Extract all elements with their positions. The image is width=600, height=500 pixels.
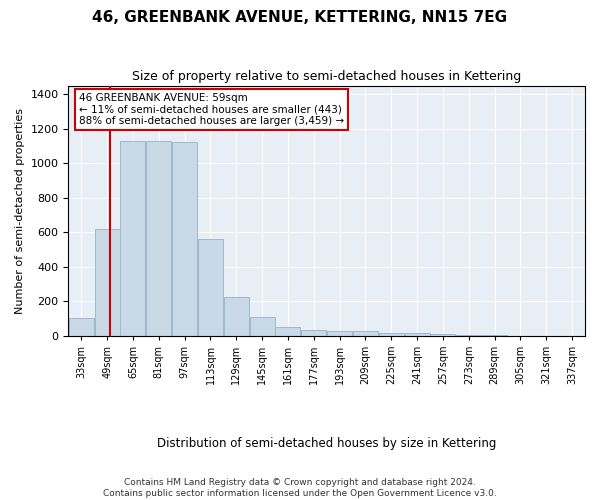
Bar (353, 331, 378, 336)
Bar (95, 228, 119, 336)
Bar (198, 239, 223, 336)
Bar (379, 332, 404, 336)
Bar (301, 330, 326, 336)
Text: 46 GREENBANK AVENUE: 59sqm
← 11% of semi-detached houses are smaller (443)
88% o: 46 GREENBANK AVENUE: 59sqm ← 11% of semi… (79, 93, 344, 126)
Bar (404, 334, 430, 336)
Bar (224, 297, 249, 336)
Bar (121, 141, 145, 336)
Title: Size of property relative to semi-detached houses in Kettering: Size of property relative to semi-detach… (132, 70, 521, 83)
X-axis label: Distribution of semi-detached houses by size in Kettering: Distribution of semi-detached houses by … (157, 437, 496, 450)
Bar (275, 326, 301, 336)
Bar (430, 334, 455, 336)
Text: 46, GREENBANK AVENUE, KETTERING, NN15 7EG: 46, GREENBANK AVENUE, KETTERING, NN15 7E… (92, 10, 508, 25)
Bar (456, 335, 481, 336)
Bar (172, 142, 197, 336)
Bar (327, 330, 352, 336)
Text: Contains HM Land Registry data © Crown copyright and database right 2024.
Contai: Contains HM Land Registry data © Crown c… (103, 478, 497, 498)
Bar (69, 318, 94, 336)
Bar (146, 141, 172, 336)
Y-axis label: Number of semi-detached properties: Number of semi-detached properties (15, 108, 25, 314)
Bar (250, 317, 275, 336)
